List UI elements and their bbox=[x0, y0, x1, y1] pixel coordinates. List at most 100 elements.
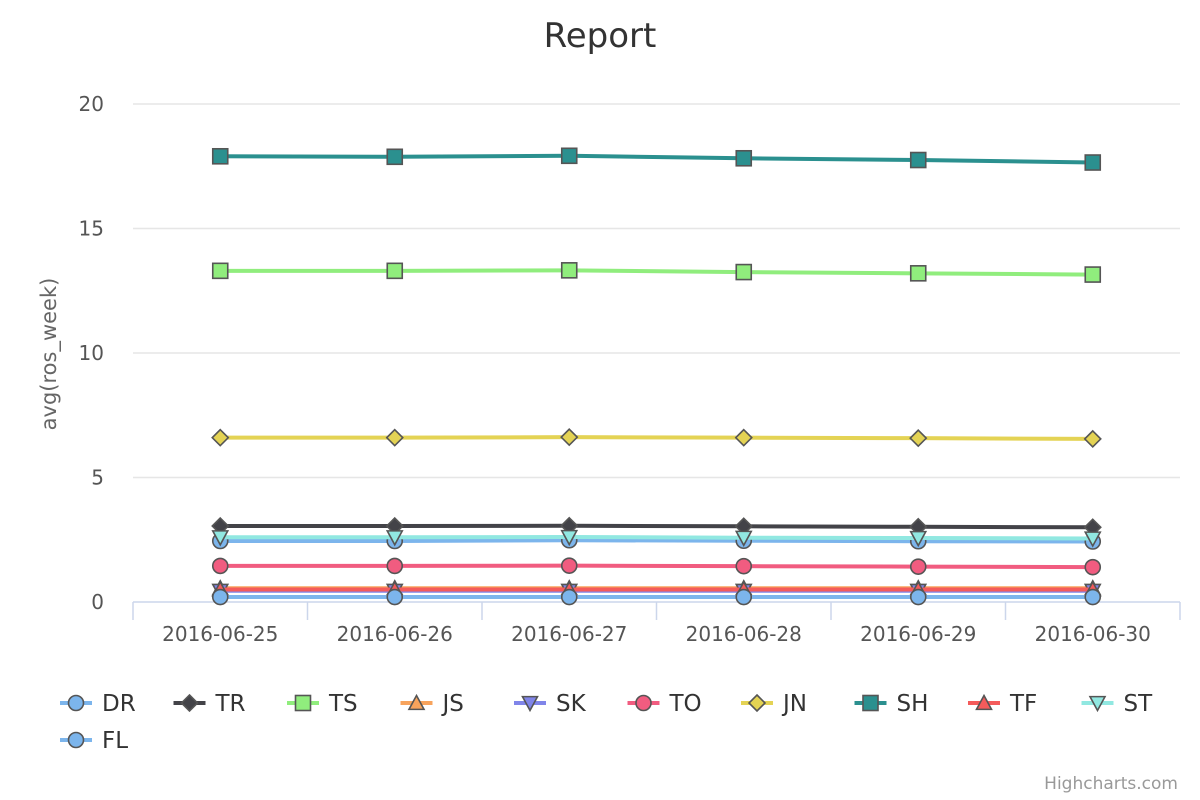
x-tick-label: 2016-06-28 bbox=[686, 622, 802, 646]
data-point-fl[interactable] bbox=[211, 588, 229, 606]
legend-symbol[interactable] bbox=[521, 695, 539, 713]
data-point-sh[interactable] bbox=[735, 149, 753, 167]
data-point-jn[interactable] bbox=[385, 428, 404, 447]
data-point-fl[interactable] bbox=[735, 588, 753, 606]
series-dr bbox=[211, 531, 1102, 550]
data-point-ts[interactable] bbox=[735, 263, 753, 281]
data-point-fl[interactable] bbox=[1084, 588, 1102, 606]
legend-symbol[interactable] bbox=[747, 693, 767, 713]
series-sh bbox=[211, 147, 1102, 171]
data-point-ts[interactable] bbox=[560, 262, 578, 279]
legend-item-jn[interactable]: JN bbox=[741, 691, 807, 717]
series-jn bbox=[211, 428, 1102, 449]
data-point-ts[interactable] bbox=[211, 262, 229, 280]
legend-item-fl[interactable]: FL bbox=[60, 728, 128, 754]
series-lines bbox=[211, 147, 1102, 606]
legend-item-st[interactable]: ST bbox=[1081, 691, 1154, 717]
data-point-st[interactable] bbox=[385, 530, 404, 547]
legend-label: DR bbox=[102, 691, 136, 717]
series-tf bbox=[211, 580, 1102, 597]
data-point-sh[interactable] bbox=[386, 148, 404, 166]
legend-symbol[interactable] bbox=[294, 694, 312, 712]
data-point-to[interactable] bbox=[211, 557, 229, 575]
legend-label: TO bbox=[669, 691, 702, 717]
legend-label: JS bbox=[441, 691, 464, 717]
grid-lines bbox=[133, 103, 1180, 479]
credits-link[interactable]: Highcharts.com bbox=[1044, 774, 1178, 794]
data-point-st[interactable] bbox=[1083, 531, 1102, 548]
legend-label: SK bbox=[556, 691, 587, 717]
data-point-to[interactable] bbox=[386, 557, 404, 575]
data-point-st[interactable] bbox=[734, 530, 753, 547]
legend-label: ST bbox=[1124, 691, 1154, 717]
data-point-jn[interactable] bbox=[909, 429, 928, 448]
data-point-to[interactable] bbox=[735, 557, 753, 575]
legend-label: TF bbox=[1009, 691, 1037, 717]
series-to bbox=[211, 557, 1102, 576]
legend-item-tf[interactable]: TF bbox=[968, 691, 1037, 717]
data-point-fl[interactable] bbox=[909, 588, 927, 606]
x-tick-label: 2016-06-26 bbox=[337, 622, 453, 646]
legend-label: FL bbox=[102, 728, 128, 754]
data-point-fl[interactable] bbox=[386, 588, 404, 606]
x-axis: 2016-06-25 2016-06-26 2016-06-27 2016-06-28… bbox=[132, 601, 1181, 646]
data-point-ts[interactable] bbox=[1084, 266, 1102, 283]
x-tick-label: 2016-06-25 bbox=[162, 622, 278, 646]
data-point-to[interactable] bbox=[909, 558, 927, 575]
data-point-to[interactable] bbox=[560, 557, 578, 574]
series-ts bbox=[211, 262, 1102, 283]
data-point-jn[interactable] bbox=[1083, 429, 1102, 449]
legend-label: TR bbox=[215, 691, 246, 717]
series-st bbox=[211, 529, 1102, 548]
data-point-fl[interactable] bbox=[560, 588, 578, 606]
data-point-jn[interactable] bbox=[211, 428, 230, 447]
data-point-sh[interactable] bbox=[211, 147, 229, 165]
data-point-st[interactable] bbox=[909, 530, 928, 548]
data-point-jn[interactable] bbox=[560, 428, 579, 447]
data-point-ts[interactable] bbox=[909, 265, 927, 282]
data-point-st[interactable] bbox=[560, 529, 579, 547]
legend: DR TR TS JS SK TO JN SH TF ST FL bbox=[60, 691, 1153, 754]
legend-symbol[interactable] bbox=[180, 693, 199, 713]
legend-symbol[interactable] bbox=[407, 693, 426, 711]
legend-symbol[interactable] bbox=[635, 694, 652, 712]
y-tick-label: 20 bbox=[79, 92, 104, 116]
legend-symbol[interactable] bbox=[1088, 695, 1107, 713]
legend-item-sk[interactable]: SK bbox=[514, 691, 587, 717]
series-line-tr bbox=[218, 523, 1095, 530]
data-point-sh[interactable] bbox=[1084, 154, 1102, 171]
legend-label: SH bbox=[897, 691, 929, 717]
series-tr bbox=[211, 516, 1102, 537]
series-line-ts bbox=[218, 268, 1095, 277]
y-tick-label: 15 bbox=[79, 217, 104, 241]
legend-symbol[interactable] bbox=[67, 731, 85, 749]
series-line-to bbox=[218, 563, 1095, 570]
legend-item-sh[interactable]: SH bbox=[854, 691, 929, 717]
data-point-sh[interactable] bbox=[560, 147, 578, 165]
data-point-sh[interactable] bbox=[909, 151, 927, 169]
series-line-dr bbox=[218, 538, 1095, 544]
data-point-ts[interactable] bbox=[386, 262, 404, 280]
legend-item-tr[interactable]: TR bbox=[173, 691, 246, 717]
y-axis-ticks: 0 5 10 15 20 bbox=[79, 92, 104, 614]
legend-item-js[interactable]: JS bbox=[400, 691, 464, 717]
legend-item-dr[interactable]: DR bbox=[60, 691, 136, 717]
x-tick-label: 2016-06-29 bbox=[860, 622, 976, 646]
legend-label: JN bbox=[781, 691, 807, 717]
y-tick-label: 10 bbox=[79, 341, 104, 365]
data-point-jn[interactable] bbox=[734, 428, 753, 447]
legend-item-ts[interactable]: TS bbox=[287, 691, 358, 717]
data-point-to[interactable] bbox=[1084, 558, 1102, 576]
chart-title: Report bbox=[544, 16, 657, 56]
legend-item-to[interactable]: TO bbox=[627, 691, 702, 717]
legend-symbol[interactable] bbox=[975, 693, 993, 711]
x-tick-label: 2016-06-27 bbox=[511, 622, 627, 646]
data-point-st[interactable] bbox=[211, 530, 230, 547]
series-line-st bbox=[218, 535, 1095, 541]
legend-label: TS bbox=[328, 691, 358, 717]
series-line-sh bbox=[218, 153, 1095, 165]
series-fl bbox=[211, 588, 1102, 606]
legend-symbol[interactable] bbox=[862, 694, 879, 712]
legend-symbol[interactable] bbox=[67, 694, 85, 712]
